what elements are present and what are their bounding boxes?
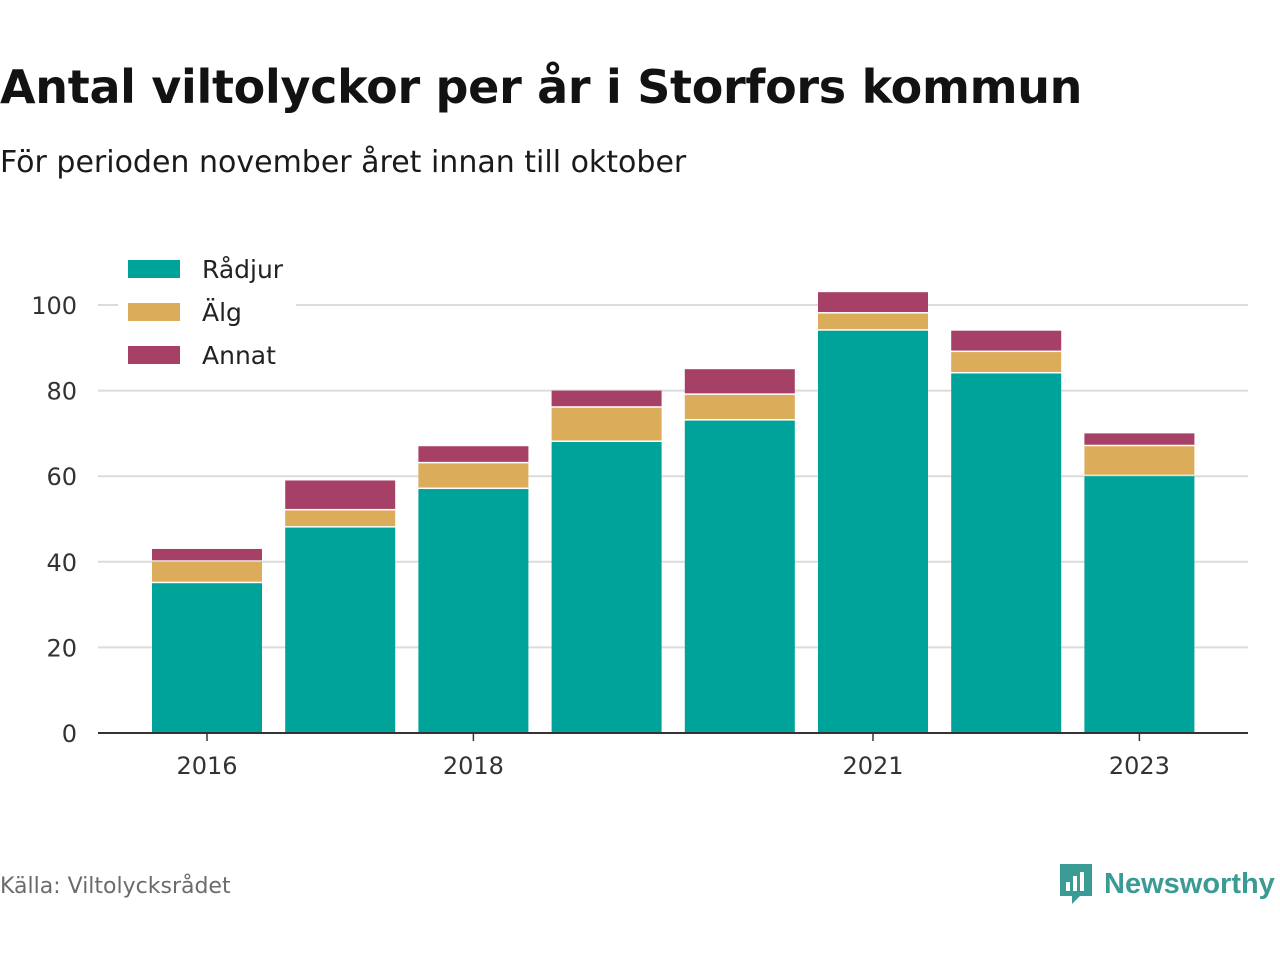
legend: Rådjur Älg Annat — [118, 250, 296, 375]
bar-Älg-2022 — [951, 352, 1062, 372]
y-tick-label: 20 — [46, 634, 77, 662]
y-tick-label: 100 — [31, 292, 77, 320]
bar-Älg-2016 — [152, 561, 262, 582]
axes: 0 20 40 60 80 100 2016 2018 2021 2023 — [31, 292, 1248, 780]
bars — [152, 292, 1195, 733]
legend-swatch-Annat — [128, 346, 180, 364]
x-tick-label: 2016 — [176, 752, 237, 780]
bar-Rådjur-2018 — [418, 489, 529, 733]
bar-Annat-2019 — [551, 390, 662, 407]
bar-Annat-2022 — [951, 330, 1062, 351]
x-tick-label: 2023 — [1109, 752, 1170, 780]
brand-logo: Newsworthy — [1058, 862, 1275, 906]
bar-Rådjur-2020 — [684, 420, 795, 733]
y-tick-label: 60 — [46, 463, 77, 491]
y-tick-label: 0 — [62, 720, 77, 748]
legend-label: Älg — [202, 298, 242, 327]
bar-Annat-2020 — [684, 369, 795, 394]
source-note: Källa: Viltolycksrådet — [0, 874, 231, 899]
bar-Annat-2018 — [418, 446, 529, 462]
bar-Annat-2016 — [152, 548, 262, 561]
x-tick-label: 2018 — [443, 752, 504, 780]
bar-Älg-2020 — [684, 394, 795, 420]
bar-Annat-2017 — [285, 480, 396, 509]
chart-title: Antal viltolyckor per år i Storfors komm… — [0, 60, 1083, 114]
bar-Annat-2021 — [818, 292, 928, 313]
brand-name: Newsworthy — [1104, 867, 1275, 900]
bar-Älg-2021 — [818, 313, 928, 330]
bar-Älg-2023 — [1084, 446, 1195, 475]
bar-Annat-2023 — [1084, 433, 1195, 445]
bar-Rådjur-2017 — [285, 527, 396, 733]
bar-Rådjur-2023 — [1084, 476, 1195, 733]
bar-Rådjur-2019 — [551, 441, 662, 733]
x-tick-label: 2021 — [842, 752, 903, 780]
y-tick-label: 40 — [46, 549, 77, 577]
bar-Älg-2019 — [551, 407, 662, 441]
legend-label: Annat — [202, 341, 276, 370]
y-tick-label: 80 — [46, 378, 77, 406]
bar-Älg-2018 — [418, 463, 529, 488]
chart-subtitle: För perioden november året innan till ok… — [0, 145, 687, 180]
bar-Rådjur-2022 — [951, 373, 1062, 733]
bar-Rådjur-2016 — [152, 583, 262, 733]
bar-Älg-2017 — [285, 510, 396, 527]
bar-Rådjur-2021 — [818, 330, 928, 733]
legend-swatch-Rådjur — [128, 260, 180, 278]
legend-label: Rådjur — [202, 255, 284, 284]
legend-swatch-Älg — [128, 303, 180, 321]
newsworthy-logo-icon — [1060, 864, 1092, 904]
